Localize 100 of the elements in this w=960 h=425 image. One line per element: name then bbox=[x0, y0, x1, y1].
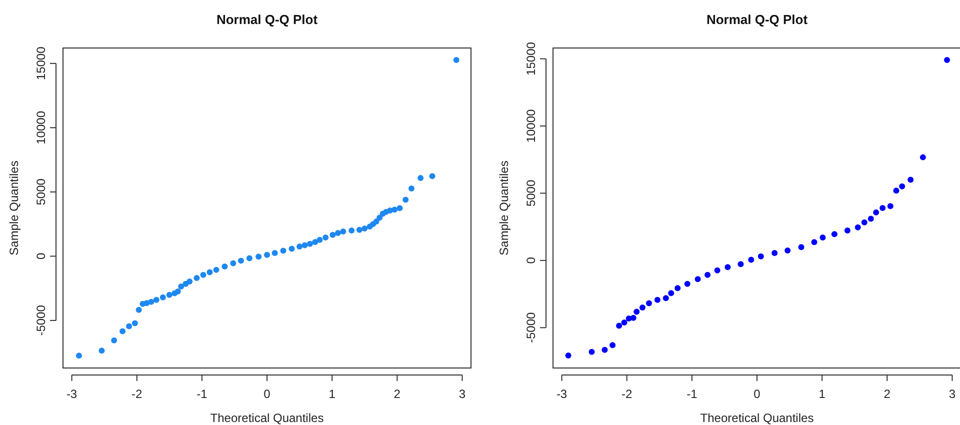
point bbox=[396, 205, 403, 212]
point bbox=[148, 298, 154, 305]
x-tick-label: 1 bbox=[818, 387, 826, 401]
point bbox=[738, 261, 744, 268]
point bbox=[899, 183, 906, 190]
y-tick-label: 15000 bbox=[524, 42, 538, 76]
point bbox=[724, 264, 731, 270]
point bbox=[362, 226, 368, 232]
point bbox=[873, 209, 880, 216]
point bbox=[132, 320, 138, 326]
x-tick-label: 2 bbox=[394, 387, 401, 401]
chart-title: Normal Q-Q Plot bbox=[706, 12, 808, 27]
point bbox=[684, 280, 690, 287]
point bbox=[668, 290, 674, 296]
x-tick-label: -3 bbox=[66, 387, 78, 401]
point bbox=[844, 227, 850, 234]
point bbox=[453, 56, 460, 63]
point bbox=[920, 154, 926, 160]
point bbox=[758, 253, 764, 260]
point bbox=[811, 239, 818, 246]
point bbox=[126, 323, 132, 330]
chart-title: Normal Q-Q Plot bbox=[216, 12, 318, 27]
x-tick-label: 1 bbox=[328, 387, 336, 401]
y-tick-label: 15000 bbox=[34, 46, 48, 80]
point bbox=[264, 252, 270, 258]
x-tick-label: 2 bbox=[884, 387, 891, 401]
point bbox=[646, 300, 652, 306]
point bbox=[674, 285, 681, 292]
point bbox=[98, 348, 105, 354]
y-tick-label: 0 bbox=[524, 256, 538, 264]
point bbox=[694, 276, 701, 282]
y-tick-label: 5000 bbox=[524, 180, 538, 207]
point bbox=[153, 296, 160, 303]
point bbox=[772, 250, 778, 256]
point bbox=[944, 56, 950, 63]
point bbox=[222, 263, 228, 270]
point bbox=[610, 342, 616, 348]
x-tick-label: 0 bbox=[754, 387, 761, 401]
point bbox=[334, 230, 341, 236]
point bbox=[174, 288, 181, 295]
point bbox=[186, 278, 193, 285]
point bbox=[306, 240, 313, 247]
point bbox=[861, 219, 868, 226]
point bbox=[887, 203, 894, 210]
point bbox=[200, 272, 206, 278]
y-tick-label: 5000 bbox=[34, 178, 48, 206]
point bbox=[408, 185, 414, 192]
point bbox=[634, 308, 640, 315]
point bbox=[880, 205, 886, 211]
point bbox=[748, 256, 754, 263]
y-axis-title: Sample Quantiles bbox=[497, 160, 511, 256]
x-tick-label: -1 bbox=[196, 387, 208, 401]
point bbox=[662, 295, 669, 302]
point bbox=[230, 260, 236, 266]
point bbox=[136, 306, 142, 313]
point bbox=[616, 322, 622, 329]
x-tick-label: 0 bbox=[264, 387, 271, 401]
point bbox=[302, 242, 308, 248]
point bbox=[288, 246, 295, 252]
point bbox=[373, 218, 380, 224]
point bbox=[178, 284, 184, 290]
point bbox=[429, 173, 436, 180]
point bbox=[312, 239, 318, 246]
point bbox=[213, 266, 220, 273]
point bbox=[908, 176, 914, 183]
point bbox=[565, 352, 572, 358]
point bbox=[120, 328, 126, 334]
point bbox=[272, 250, 278, 256]
x-axis-title: Theoretical Quantiles bbox=[700, 411, 814, 425]
point bbox=[868, 216, 874, 222]
point bbox=[588, 348, 595, 355]
point bbox=[704, 272, 711, 278]
point bbox=[376, 214, 383, 221]
point bbox=[330, 232, 336, 238]
point bbox=[831, 231, 838, 238]
point bbox=[316, 236, 323, 243]
point bbox=[392, 206, 398, 213]
point bbox=[194, 275, 200, 282]
y-tick-label: -5000 bbox=[34, 304, 48, 336]
point bbox=[654, 296, 660, 303]
y-axis-title: Sample Quantiles bbox=[7, 160, 21, 256]
point bbox=[238, 258, 244, 264]
x-tick-label: 3 bbox=[948, 387, 956, 401]
point bbox=[602, 346, 608, 353]
x-axis-title: Theoretical Quantiles bbox=[210, 411, 324, 425]
x-tick-label: -2 bbox=[132, 387, 143, 401]
y-tick-label: -5000 bbox=[524, 312, 538, 344]
y-tick-label: 0 bbox=[34, 252, 48, 260]
point bbox=[280, 248, 286, 254]
x-tick-label: -1 bbox=[686, 387, 698, 401]
point bbox=[76, 352, 82, 359]
point bbox=[160, 294, 166, 300]
x-tick-label: -3 bbox=[556, 387, 568, 401]
y-tick-label: 10000 bbox=[524, 108, 538, 143]
point bbox=[820, 234, 826, 240]
point bbox=[798, 244, 804, 250]
point bbox=[784, 247, 791, 254]
y-tick-label: 10000 bbox=[34, 110, 48, 144]
point bbox=[639, 304, 646, 310]
point bbox=[714, 267, 720, 274]
